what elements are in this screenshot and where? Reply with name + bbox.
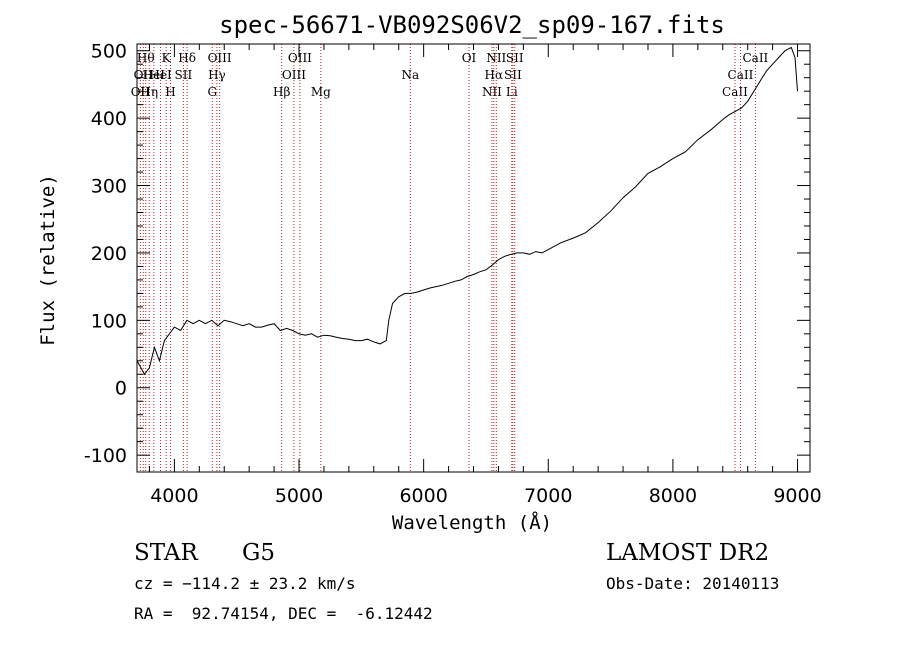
spectral-line-label-26: CaII [728,68,754,82]
spectral-line-label-22: Li [506,85,518,99]
spectral-line-label-19: NII [482,85,502,99]
spectral-line-label-15: OIII [288,51,312,65]
y-tick-label: 400 [91,108,127,130]
x-tick-label: 8000 [649,485,697,507]
spectral-line-label-10: G [207,85,217,99]
spectral-line-label-6: K [162,51,172,65]
x-tick-label: 5000 [275,485,323,507]
spectral-line-label-23: SII [504,68,522,82]
spectral-line-label-11: Hγ [208,68,226,82]
x-tick-label: 6000 [399,485,447,507]
spectral-line-label-12: OIII [208,51,232,65]
axes: 4000 5000 6000 7000 8000 9000 -100 0 100 200 300 40… [84,41,822,507]
spectral-line-label-27: CaII [742,51,768,65]
object-subclass: G5 [242,540,276,566]
spectral-line-label-2: Hθ [137,51,155,65]
plot-frame [136,43,811,473]
spectral-line-label-24: SII [506,51,524,65]
spectral-line-label-20: Hα [485,68,504,82]
spectral-line-label-9: Hδ [178,51,196,65]
y-tick-label: 100 [91,310,127,332]
survey-name: LAMOST DR2 [606,540,770,566]
spectral-line-label-1: OII [134,68,154,82]
spectral-line-label-4: HeI [143,68,166,82]
y-tick-label: 500 [91,41,127,63]
spectral-line-label-5: HeI [149,68,172,82]
spectral-line-label-13: Hβ [273,85,290,99]
spectral-line-label-21: NII [486,51,506,65]
redshift-cz: cz = −114.2 ± 23.2 km/s [134,574,356,593]
spectral-line-label-18: OI [462,51,477,65]
y-tick-label: 0 [115,378,127,400]
x-tick-label: 4000 [150,485,198,507]
y-axis-label: Flux (relative) [37,174,59,346]
coordinates: RA = 92.74154, DEC = -6.12442 [134,604,433,623]
x-axis-label: Wavelength (Å) [392,511,552,534]
spectral-line-markers: OIIOIIHθHηHeIHeIKHSIIHδGHγOIIIHβOIIIOIII… [131,44,769,472]
x-tick-label: 9000 [773,485,821,507]
spectrum-series-line [136,46,798,376]
y-tick-label: -100 [84,445,127,467]
spectral-line-label-17: Na [401,68,419,82]
x-tick-label: 7000 [524,485,572,507]
spectral-line-label-8: SII [175,68,193,82]
spectral-line-label-7: H [165,85,175,99]
spectral-line-label-25: CaII [722,85,748,99]
y-tick-label: 300 [91,176,127,198]
object-class: STAR [134,540,198,566]
spectral-line-label-3: Hη [140,85,158,99]
spectral-line-label-14: OIII [282,68,306,82]
observation-date: Obs-Date: 20140113 [606,574,780,593]
chart-title: spec-56671-VB092S06V2_sp09-167.fits [219,11,725,39]
spectral-line-label-16: Mg [311,85,331,99]
y-tick-label: 200 [91,243,127,265]
